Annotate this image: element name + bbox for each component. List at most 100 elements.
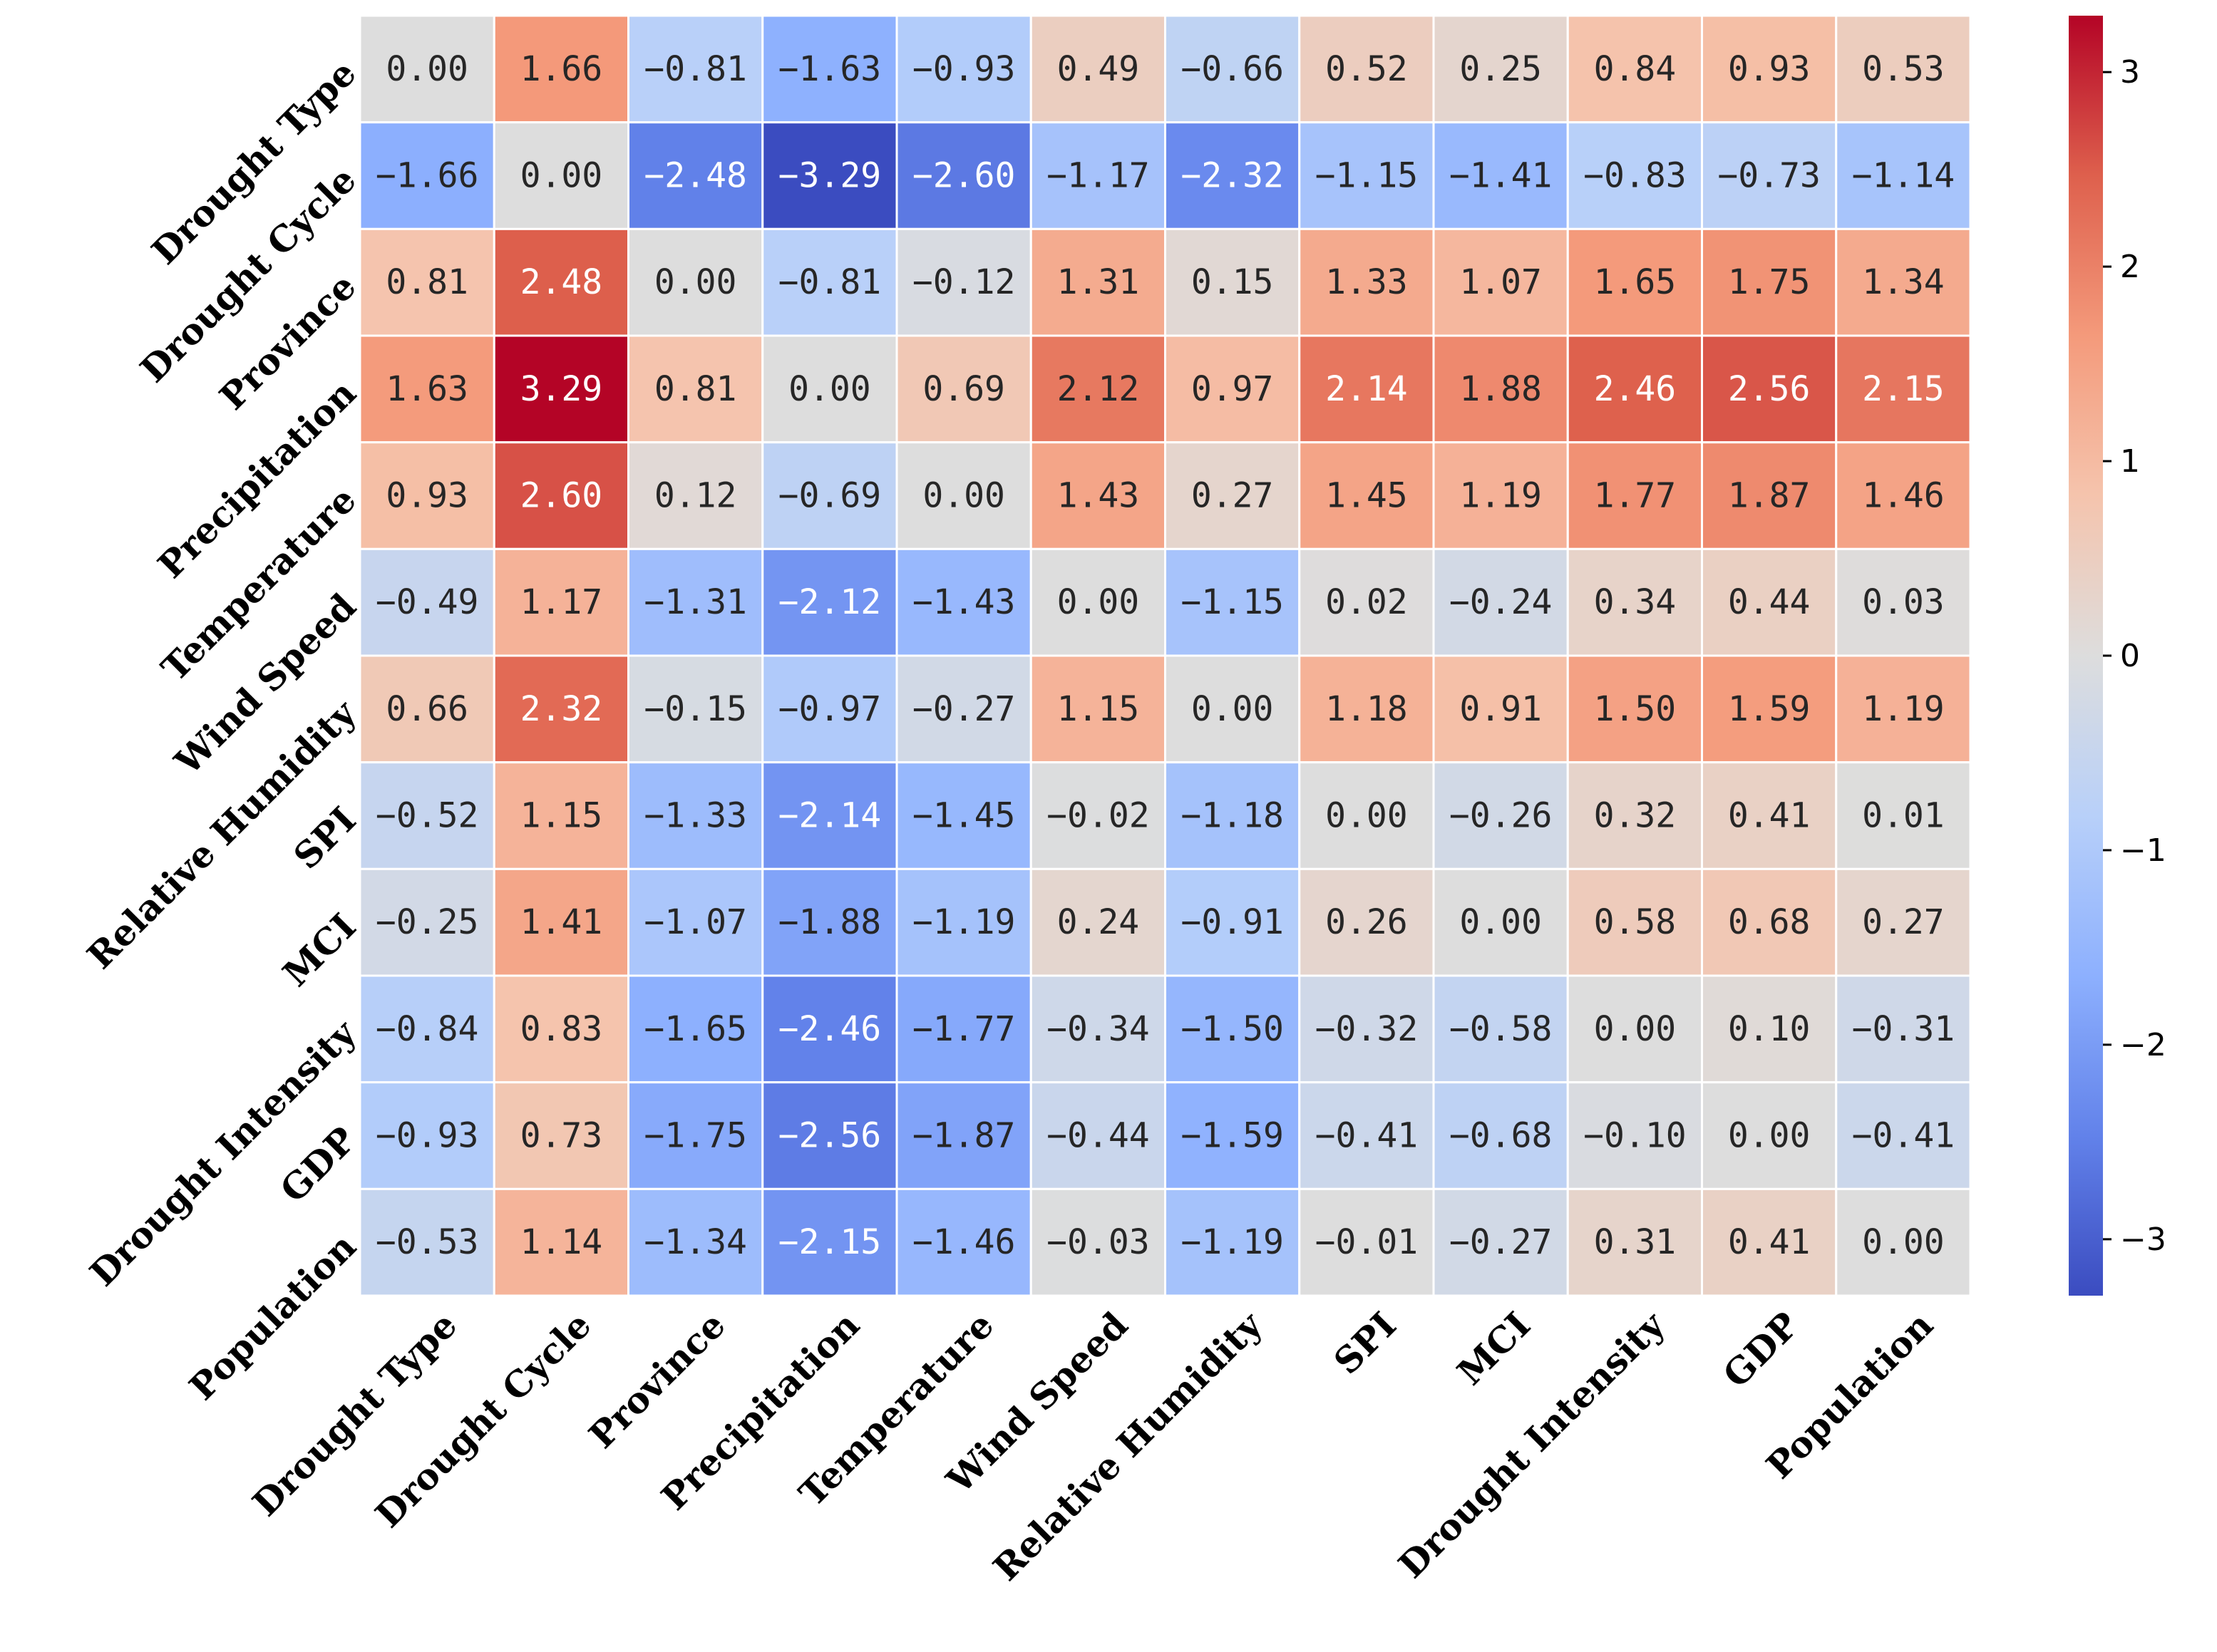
heatmap-cell <box>1029 121 1166 230</box>
cell-value-label: 0.31 <box>1594 1222 1677 1262</box>
heatmap-cell <box>1029 547 1166 657</box>
cell-value-label: −0.53 <box>376 1222 479 1262</box>
heatmap-cell <box>493 1081 629 1190</box>
cell-value-label: 0.93 <box>386 476 468 516</box>
cell-value-label: −0.81 <box>778 262 882 302</box>
heatmap-cell <box>1835 334 1972 444</box>
heatmap-cell <box>493 121 629 230</box>
heatmap-cell <box>1164 867 1301 977</box>
cell-value-label: 1.18 <box>1325 689 1408 729</box>
heatmap-cell <box>627 867 764 977</box>
cell-value-label: −2.12 <box>778 582 882 622</box>
cell-value-label: −0.02 <box>1046 796 1150 836</box>
cell-value-label: 1.34 <box>1862 262 1945 302</box>
cell-value-label: 0.00 <box>654 262 737 302</box>
cell-value-label: 0.03 <box>1862 582 1945 622</box>
cell-value-label: −0.91 <box>1180 902 1284 942</box>
column-label: MCI <box>1449 1303 1539 1393</box>
cell-value-label: −2.32 <box>1180 156 1284 196</box>
heatmap-cell <box>1029 867 1166 977</box>
row-label: GDP <box>272 1118 364 1210</box>
cell-value-label: 1.66 <box>520 49 603 89</box>
heatmap-cell <box>1432 654 1569 764</box>
cell-value-label: −0.41 <box>1852 1116 1955 1156</box>
cell-value-label: 0.44 <box>1728 582 1811 622</box>
cell-value-label: −1.15 <box>1180 582 1284 622</box>
heatmap-cell <box>1701 761 1838 870</box>
heatmap-cell <box>493 441 629 550</box>
cell-value-label: 0.25 <box>1459 49 1542 89</box>
colorbar-tick-label: 1 <box>2120 443 2140 480</box>
cell-value-label: −1.87 <box>912 1116 1016 1156</box>
heatmap-cell <box>1835 121 1972 230</box>
cell-value-label: 1.19 <box>1862 689 1945 729</box>
heatmap-cell <box>1164 227 1301 337</box>
cell-value-label: 0.27 <box>1862 902 1945 942</box>
cell-value-label: −1.75 <box>644 1116 747 1156</box>
heatmap-cell <box>359 227 495 337</box>
heatmap-cell <box>359 441 495 550</box>
column-label: Drought Intensity <box>1390 1303 1674 1586</box>
heatmap-cell <box>761 1081 898 1190</box>
heatmap-cell <box>1029 1081 1166 1190</box>
heatmap-cell <box>493 654 629 764</box>
cell-value-label: 0.84 <box>1594 49 1677 89</box>
heatmap-cell <box>493 974 629 1084</box>
cell-value-label: 1.33 <box>1325 262 1408 302</box>
cell-value-label: 0.69 <box>922 369 1005 409</box>
heatmap-cell <box>1298 14 1435 124</box>
heatmap-cell <box>1835 654 1972 764</box>
cell-value-label: 0.01 <box>1862 796 1945 836</box>
heatmap-cell <box>627 654 764 764</box>
heatmap-cell <box>1432 121 1569 230</box>
cell-value-label: 0.32 <box>1594 796 1677 836</box>
heatmap-cell <box>895 654 1032 764</box>
heatmap-cell <box>1432 867 1569 977</box>
cell-value-label: 1.50 <box>1594 689 1677 729</box>
colorbar-tick-label: 3 <box>2120 54 2140 91</box>
heatmap-cell <box>895 974 1032 1084</box>
heatmap-cell <box>1701 334 1838 444</box>
heatmap-cell <box>1835 974 1972 1084</box>
heatmap-cell <box>1164 441 1301 550</box>
cell-value-label: −0.93 <box>912 49 1016 89</box>
heatmap-cell <box>1164 1081 1301 1190</box>
cell-value-label: −0.27 <box>1449 1222 1553 1262</box>
heatmap-cell <box>359 1081 495 1190</box>
cell-value-label: 0.41 <box>1728 796 1811 836</box>
heatmap-cell <box>1835 1187 1972 1297</box>
heatmap-cell <box>1164 547 1301 657</box>
cell-value-label: 2.12 <box>1057 369 1140 409</box>
cell-value-label: −1.31 <box>644 582 747 622</box>
cell-value-label: −0.12 <box>912 262 1016 302</box>
cell-value-label: −1.17 <box>1046 156 1150 196</box>
heatmap-cell <box>895 441 1032 550</box>
heatmap-cell <box>1835 1081 1972 1190</box>
cell-value-label: 2.32 <box>520 689 603 729</box>
heatmap-cell <box>493 14 629 124</box>
cell-value-label: 3.29 <box>520 369 603 409</box>
colorbar-tick-label: −1 <box>2120 832 2166 869</box>
row-label: Precipitation <box>150 372 364 587</box>
cell-value-label: −1.88 <box>778 902 882 942</box>
heatmap-cell <box>761 867 898 977</box>
cell-value-label: −0.44 <box>1046 1116 1150 1156</box>
cell-value-label: −0.41 <box>1315 1116 1419 1156</box>
cell-value-label: 0.00 <box>1057 582 1140 622</box>
heatmap-cell <box>1701 1187 1838 1297</box>
heatmap-cell <box>627 441 764 550</box>
cell-value-label: −0.26 <box>1449 796 1553 836</box>
heatmap-cell <box>493 867 629 977</box>
heatmap-cell <box>359 867 495 977</box>
cell-value-label: −1.46 <box>912 1222 1016 1262</box>
heatmap-cell <box>1701 121 1838 230</box>
cell-value-label: −0.69 <box>778 476 882 516</box>
cell-value-label: 2.48 <box>520 262 603 302</box>
cell-value-label: −2.48 <box>644 156 747 196</box>
heatmap-cell <box>1432 547 1569 657</box>
cell-value-label: −3.29 <box>778 156 882 196</box>
